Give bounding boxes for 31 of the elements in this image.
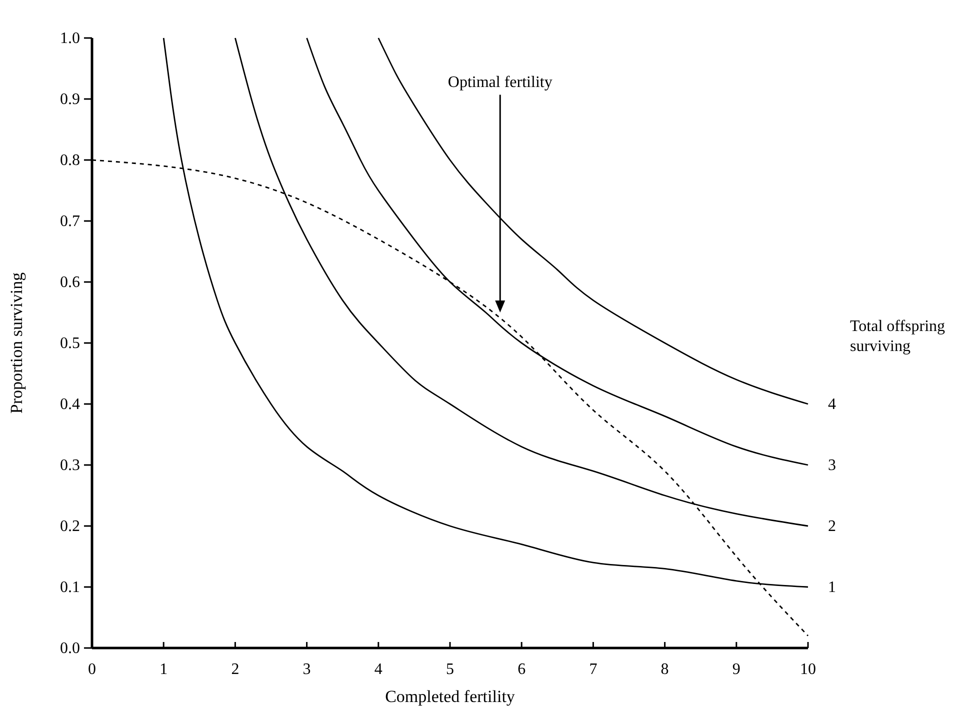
x-tick-label: 9 (732, 661, 740, 678)
x-tick-label: 6 (518, 661, 526, 678)
line-series (378, 37, 809, 405)
y-tick-label: 0.7 (60, 213, 80, 230)
x-tick-label: 2 (231, 661, 240, 678)
series-label: 2 (828, 518, 836, 535)
y-tick-label: 0.3 (60, 457, 80, 474)
y-tick-label: 0.5 (60, 335, 80, 352)
x-tick-label: 7 (589, 661, 598, 678)
y-tick-label: 0.8 (60, 152, 80, 169)
y-axis-title: Proportion surviving (7, 272, 26, 414)
legend-title: Total offspring surviving (850, 318, 946, 355)
series-label: 4 (828, 396, 836, 413)
y-tick-label: 0.6 (60, 274, 80, 291)
y-tick-label: 0.2 (60, 518, 80, 535)
y-tick-label: 0.4 (60, 396, 80, 413)
x-tick-label: 10 (800, 661, 816, 678)
y-tick-label: 0.0 (60, 640, 80, 657)
y-tick-label: 0.1 (60, 579, 80, 596)
y-tick-label: 0.9 (60, 91, 80, 108)
x-tick-label: 1 (160, 661, 168, 678)
series-label: 3 (828, 457, 836, 474)
y-tick-label: 1.0 (60, 30, 80, 47)
annotation: Optimal fertility (448, 74, 552, 91)
x-axis-title: Completed fertility (385, 687, 516, 706)
x-tick-label: 8 (660, 661, 669, 678)
x-tick-label: 4 (374, 661, 382, 678)
x-tick-label: 5 (446, 661, 454, 678)
x-tick-label: 3 (302, 661, 311, 678)
series-label: 1 (828, 579, 836, 596)
x-tick-label: 0 (88, 661, 96, 678)
